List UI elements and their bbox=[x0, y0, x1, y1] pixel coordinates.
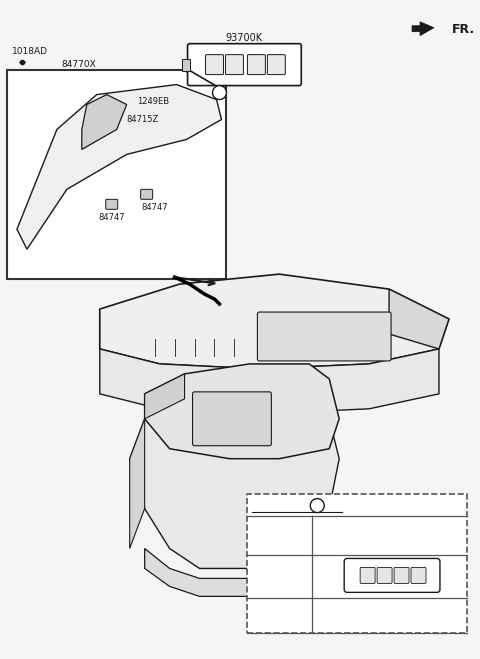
FancyBboxPatch shape bbox=[394, 567, 409, 583]
Bar bbox=[7, 70, 227, 279]
FancyBboxPatch shape bbox=[247, 55, 265, 74]
Polygon shape bbox=[144, 548, 329, 596]
Text: 84715Z: 84715Z bbox=[127, 115, 159, 124]
Text: ILLUST: ILLUST bbox=[264, 571, 297, 581]
Polygon shape bbox=[389, 289, 449, 349]
Text: 1018AD: 1018AD bbox=[12, 47, 48, 56]
Text: 93700-D2000: 93700-D2000 bbox=[357, 606, 428, 616]
Polygon shape bbox=[144, 364, 339, 459]
FancyBboxPatch shape bbox=[344, 558, 440, 592]
Text: 84747: 84747 bbox=[98, 213, 125, 222]
Circle shape bbox=[213, 86, 227, 100]
Text: PNC: PNC bbox=[270, 530, 291, 540]
FancyBboxPatch shape bbox=[267, 55, 285, 74]
FancyBboxPatch shape bbox=[205, 55, 224, 74]
Polygon shape bbox=[82, 94, 127, 150]
FancyBboxPatch shape bbox=[192, 392, 271, 445]
Text: VIEW: VIEW bbox=[281, 501, 313, 511]
Text: 1249EB: 1249EB bbox=[137, 97, 169, 106]
Text: P/NO: P/NO bbox=[267, 606, 293, 616]
Bar bbox=[247, 494, 467, 633]
FancyBboxPatch shape bbox=[411, 567, 426, 583]
FancyBboxPatch shape bbox=[257, 312, 391, 361]
Polygon shape bbox=[100, 274, 449, 369]
FancyBboxPatch shape bbox=[141, 189, 153, 199]
Circle shape bbox=[310, 499, 324, 513]
FancyBboxPatch shape bbox=[226, 55, 243, 74]
Polygon shape bbox=[130, 418, 144, 548]
Text: 84770X: 84770X bbox=[62, 60, 96, 69]
Polygon shape bbox=[181, 59, 190, 71]
Polygon shape bbox=[130, 418, 339, 569]
Polygon shape bbox=[144, 374, 185, 418]
Text: A: A bbox=[314, 501, 321, 510]
Text: 93700K: 93700K bbox=[372, 530, 412, 540]
Text: 93700K: 93700K bbox=[226, 33, 263, 43]
FancyBboxPatch shape bbox=[188, 43, 301, 86]
Polygon shape bbox=[412, 22, 434, 36]
FancyBboxPatch shape bbox=[360, 567, 375, 583]
FancyBboxPatch shape bbox=[377, 567, 392, 583]
FancyBboxPatch shape bbox=[106, 199, 118, 210]
Text: A: A bbox=[216, 88, 223, 97]
Polygon shape bbox=[17, 84, 221, 249]
Text: FR.: FR. bbox=[452, 23, 475, 36]
Polygon shape bbox=[100, 349, 439, 414]
Text: 84747: 84747 bbox=[141, 203, 168, 212]
